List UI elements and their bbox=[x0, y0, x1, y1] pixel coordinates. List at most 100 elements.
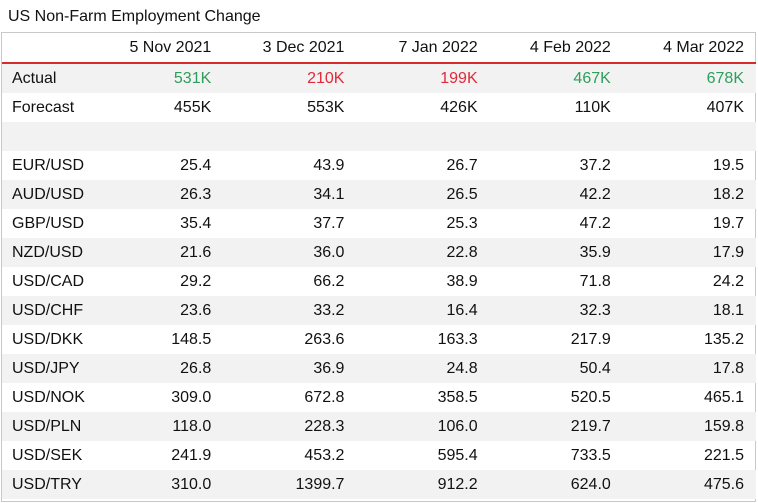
actual-value: 678K bbox=[622, 63, 756, 93]
forecast-row: Forecast 455K 553K 426K 110K 407K bbox=[2, 93, 756, 122]
table-row: USD/JPY 26.8 36.9 24.8 50.4 17.8 bbox=[2, 354, 756, 383]
value-cell: 23.6 bbox=[90, 296, 224, 325]
value-cell: 358.5 bbox=[437, 388, 478, 406]
table-row: USD/NOK 309.0 672.8 358.5 520.5 465.1 bbox=[2, 383, 756, 412]
table-row: USD/PLN 118.0 228.3 106.0 219.7 159.8 bbox=[2, 412, 756, 441]
value-cell: 25.3 bbox=[446, 214, 478, 232]
value-cell: 35.4 bbox=[180, 214, 212, 232]
value-cell: 148.5 bbox=[171, 330, 212, 348]
actual-value: 531K bbox=[90, 63, 224, 93]
table-frame bbox=[1, 32, 756, 502]
table-row: USD/CAD 29.2 66.2 38.9 71.8 24.2 bbox=[2, 267, 756, 296]
value-cell: 33.2 bbox=[223, 296, 357, 325]
table-row: NZD/USD 21.6 36.0 22.8 35.9 17.9 bbox=[2, 238, 756, 267]
row-label: Actual bbox=[2, 63, 91, 93]
actual-value: 210K bbox=[223, 63, 357, 93]
value-cell: 217.9 bbox=[570, 330, 611, 348]
table-row: GBP/USD 35.4 37.7 25.3 47.2 19.7 bbox=[2, 209, 756, 238]
value-cell: 26.5 bbox=[356, 180, 490, 209]
row-label: GBP/USD bbox=[12, 214, 85, 232]
row-label: AUD/USD bbox=[2, 180, 91, 209]
value-cell: 733.5 bbox=[570, 446, 611, 464]
value-cell: 66.2 bbox=[313, 272, 345, 290]
row-label: USD/PLN bbox=[2, 412, 91, 441]
row-label: Forecast bbox=[12, 98, 75, 116]
value-cell: 219.7 bbox=[489, 412, 623, 441]
value-cell: 163.3 bbox=[437, 330, 478, 348]
table-row: USD/SEK 241.9 453.2 595.4 733.5 221.5 bbox=[2, 441, 756, 470]
value-cell: 135.2 bbox=[703, 330, 744, 348]
value-cell: 22.8 bbox=[356, 238, 490, 267]
value-cell: 1399.7 bbox=[223, 470, 357, 499]
row-label: USD/TRY bbox=[2, 470, 91, 499]
value-cell: 24.8 bbox=[356, 354, 490, 383]
value-cell: 17.9 bbox=[622, 238, 756, 267]
value-cell: 35.9 bbox=[489, 238, 623, 267]
forecast-value: 110K bbox=[574, 98, 611, 116]
spacer-cell bbox=[622, 122, 756, 151]
table-row: USD/DKK 148.5 263.6 163.3 217.9 135.2 bbox=[2, 325, 756, 354]
value-cell: 26.3 bbox=[90, 180, 224, 209]
value-cell: 29.2 bbox=[180, 272, 212, 290]
row-label: NZD/USD bbox=[2, 238, 91, 267]
value-cell: 520.5 bbox=[570, 388, 611, 406]
actual-row: Actual 531K 210K 199K 467K 678K bbox=[2, 63, 756, 93]
value-cell: 17.8 bbox=[622, 354, 756, 383]
forecast-value: 426K bbox=[440, 98, 478, 116]
forecast-value: 553K bbox=[307, 98, 345, 116]
actual-value: 467K bbox=[489, 63, 623, 93]
actual-value: 199K bbox=[356, 63, 490, 93]
row-label: USD/CHF bbox=[2, 296, 91, 325]
value-cell: 19.7 bbox=[712, 214, 744, 232]
value-cell: 159.8 bbox=[622, 412, 756, 441]
value-cell: 309.0 bbox=[171, 388, 212, 406]
table-row: EUR/USD 25.4 43.9 26.7 37.2 19.5 bbox=[2, 151, 756, 180]
value-cell: 241.9 bbox=[171, 446, 212, 464]
value-cell: 25.4 bbox=[180, 156, 212, 174]
spacer-cell bbox=[356, 122, 490, 151]
value-cell: 465.1 bbox=[703, 388, 744, 406]
value-cell: 18.1 bbox=[622, 296, 756, 325]
value-cell: 36.9 bbox=[223, 354, 357, 383]
value-cell: 24.2 bbox=[712, 272, 744, 290]
header-date: 7 Jan 2022 bbox=[356, 33, 490, 64]
header-row: 5 Nov 2021 3 Dec 2021 7 Jan 2022 4 Feb 2… bbox=[2, 33, 756, 64]
value-cell: 16.4 bbox=[356, 296, 490, 325]
header-date: 4 Mar 2022 bbox=[622, 33, 756, 64]
table-body: Actual 531K 210K 199K 467K 678K Forecast… bbox=[2, 63, 756, 499]
value-cell: 106.0 bbox=[356, 412, 490, 441]
value-cell: 475.6 bbox=[622, 470, 756, 499]
spacer-cell bbox=[2, 122, 91, 151]
row-label: EUR/USD bbox=[12, 156, 85, 174]
spacer-row bbox=[2, 122, 756, 151]
value-cell: 221.5 bbox=[703, 446, 744, 464]
value-cell: 37.7 bbox=[313, 214, 345, 232]
value-cell: 624.0 bbox=[489, 470, 623, 499]
value-cell: 263.6 bbox=[304, 330, 345, 348]
table-row: USD/TRY 310.0 1399.7 912.2 624.0 475.6 bbox=[2, 470, 756, 499]
header-date: 3 Dec 2021 bbox=[223, 33, 357, 64]
forecast-value: 407K bbox=[706, 98, 744, 116]
value-cell: 19.5 bbox=[712, 156, 744, 174]
forecast-value: 455K bbox=[173, 98, 212, 116]
row-label: USD/CAD bbox=[12, 272, 85, 290]
spacer-cell bbox=[489, 122, 623, 151]
value-cell: 38.9 bbox=[446, 272, 478, 290]
value-cell: 34.1 bbox=[223, 180, 357, 209]
value-cell: 595.4 bbox=[437, 446, 478, 464]
value-cell: 37.2 bbox=[579, 156, 611, 174]
value-cell: 26.7 bbox=[446, 156, 478, 174]
table-title: US Non-Farm Employment Change bbox=[8, 8, 261, 25]
table-row: USD/CHF 23.6 33.2 16.4 32.3 18.1 bbox=[2, 296, 756, 325]
value-cell: 228.3 bbox=[223, 412, 357, 441]
value-cell: 47.2 bbox=[579, 214, 611, 232]
value-cell: 453.2 bbox=[304, 446, 345, 464]
row-label: USD/NOK bbox=[12, 388, 85, 406]
value-cell: 18.2 bbox=[622, 180, 756, 209]
row-label: USD/JPY bbox=[2, 354, 91, 383]
value-cell: 50.4 bbox=[489, 354, 623, 383]
header-corner bbox=[2, 33, 91, 64]
value-cell: 71.8 bbox=[579, 272, 611, 290]
row-label: USD/DKK bbox=[12, 330, 84, 348]
